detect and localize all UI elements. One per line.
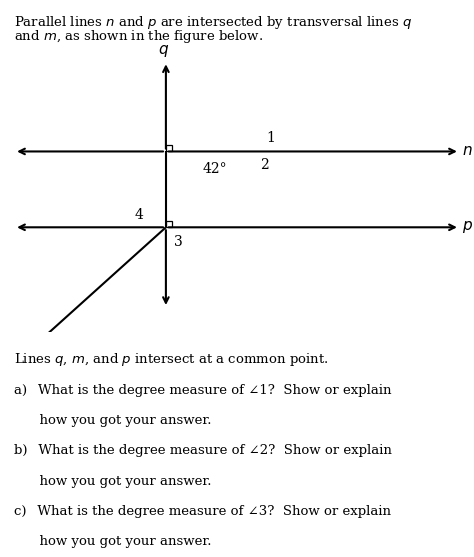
- Text: 2: 2: [261, 158, 269, 172]
- Bar: [166, 221, 172, 227]
- Text: 4: 4: [134, 208, 143, 222]
- Text: how you got your answer.: how you got your answer.: [14, 535, 212, 548]
- Text: Parallel lines $n$ and $p$ are intersected by transversal lines $q$: Parallel lines $n$ and $p$ are intersect…: [14, 14, 412, 31]
- Text: 1: 1: [267, 131, 275, 145]
- Bar: [166, 145, 172, 152]
- Text: how you got your answer.: how you got your answer.: [14, 414, 212, 427]
- Text: how you got your answer.: how you got your answer.: [14, 475, 212, 487]
- Text: 3: 3: [174, 234, 183, 248]
- Text: $q$: $q$: [158, 43, 169, 59]
- Text: a)  What is the degree measure of ∠1?  Show or explain: a) What is the degree measure of ∠1? Sho…: [14, 384, 392, 397]
- Text: b)  What is the degree measure of ∠2?  Show or explain: b) What is the degree measure of ∠2? Sho…: [14, 444, 392, 457]
- Text: $p$: $p$: [462, 219, 473, 235]
- Text: 42°: 42°: [203, 163, 228, 177]
- Text: Lines $q$, $m$, and $p$ intersect at a common point.: Lines $q$, $m$, and $p$ intersect at a c…: [14, 351, 329, 368]
- Text: $n$: $n$: [462, 144, 473, 158]
- Text: and $m$, as shown in the figure below.: and $m$, as shown in the figure below.: [14, 28, 263, 45]
- Text: c)  What is the degree measure of ∠3?  Show or explain: c) What is the degree measure of ∠3? Sho…: [14, 505, 391, 517]
